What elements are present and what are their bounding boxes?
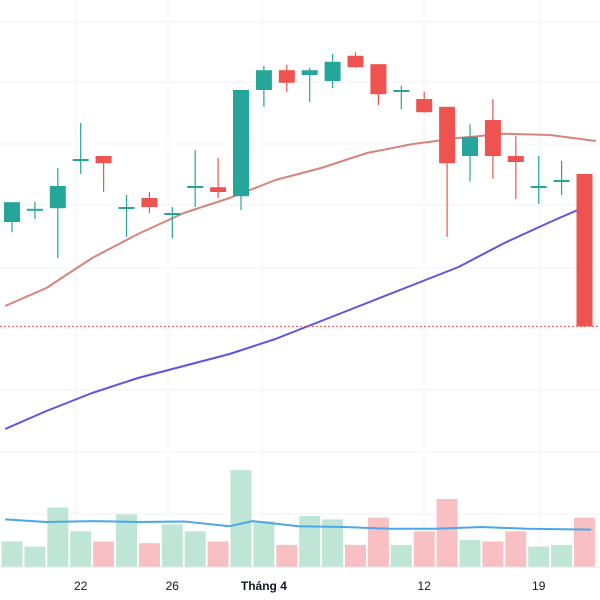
- time-axis: 22 26 Tháng 4 12 19: [0, 566, 600, 593]
- x-tick-label: 22: [74, 579, 88, 593]
- volume-bar: [505, 531, 527, 567]
- candle-body: [187, 186, 204, 188]
- volume-bars: [1, 470, 595, 567]
- x-tick-label: 12: [418, 579, 432, 593]
- volume-bar: [1, 541, 23, 567]
- candle-body: [95, 156, 112, 164]
- volume-bar: [24, 546, 46, 567]
- volume-bar: [367, 517, 389, 567]
- candles: [4, 52, 593, 327]
- candle-body: [393, 90, 410, 92]
- volume-ma-line: [5, 518, 592, 531]
- x-tick-label: 19: [532, 579, 546, 593]
- grid: [0, 0, 600, 567]
- candle-body: [462, 136, 478, 156]
- volume-moving-average: [5, 518, 592, 531]
- candle-body: [576, 174, 593, 327]
- volume-bar: [322, 519, 344, 567]
- candle-body: [301, 70, 318, 75]
- volume-bar: [345, 544, 366, 567]
- candle-body: [553, 180, 570, 182]
- candle-body: [49, 186, 66, 209]
- volume-bar: [436, 499, 458, 567]
- candle-body: [255, 70, 272, 90]
- x-tick-label: 26: [166, 579, 180, 593]
- candle-body: [278, 70, 295, 83]
- volume-bar: [459, 539, 481, 567]
- candle-body: [210, 187, 227, 192]
- price-moving-averages: [4, 132, 597, 430]
- candle-body: [530, 186, 547, 188]
- volume-bar: [413, 531, 435, 567]
- volume-bar: [47, 507, 69, 567]
- volume-bar: [390, 544, 412, 567]
- volume-bar: [70, 531, 92, 567]
- candle-body: [416, 99, 433, 113]
- volume-bar: [574, 517, 595, 567]
- candle-body: [26, 208, 43, 211]
- volume-bar: [299, 516, 321, 567]
- ma-short-line: [4, 132, 597, 307]
- volume-bar: [161, 524, 183, 567]
- candle-body: [439, 106, 456, 164]
- volume-bar: [551, 544, 573, 567]
- candle-body: [141, 198, 158, 207]
- candle-body: [484, 120, 501, 156]
- volume-bar: [276, 544, 298, 567]
- x-tick-label: Tháng 4: [241, 579, 287, 593]
- volume-bar: [207, 541, 229, 567]
- candle-body: [324, 61, 341, 81]
- candle-body: [4, 202, 20, 222]
- volume-bar: [230, 470, 252, 567]
- candle-body: [164, 213, 181, 215]
- volume-bar: [93, 541, 115, 567]
- candle-body: [233, 90, 249, 197]
- ma-long-line: [4, 203, 592, 430]
- candle-body: [72, 159, 89, 161]
- candle-body: [370, 64, 387, 95]
- volume-bar: [482, 541, 504, 567]
- candle-body: [507, 156, 524, 162]
- volume-bar: [138, 543, 160, 567]
- volume-bar: [253, 521, 275, 567]
- volume-bar: [116, 514, 137, 567]
- volume-bar: [184, 531, 206, 567]
- candle-body: [118, 207, 135, 209]
- candle-body: [347, 55, 364, 68]
- volume-bar: [528, 546, 550, 567]
